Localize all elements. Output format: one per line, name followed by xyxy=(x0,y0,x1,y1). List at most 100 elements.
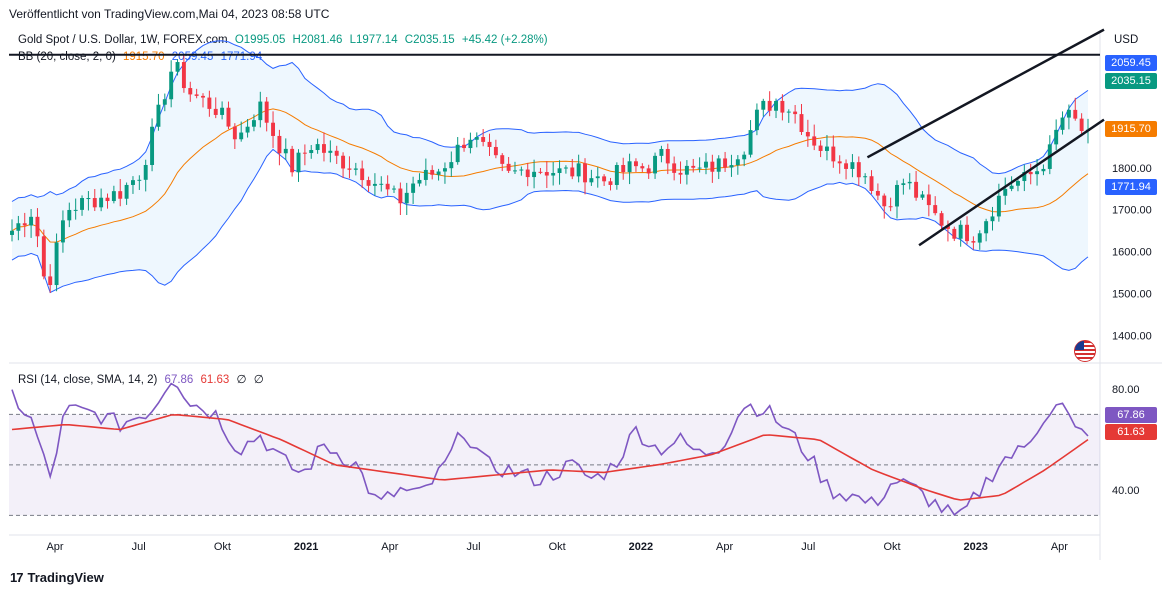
candle-body xyxy=(602,176,607,182)
candle-body xyxy=(640,166,645,169)
bb-basis-line xyxy=(11,108,1089,243)
candle-body xyxy=(271,122,276,136)
candle-body xyxy=(583,163,587,183)
candle-body xyxy=(684,165,689,175)
candle-body xyxy=(411,183,416,193)
time-tick-label: Okt xyxy=(549,541,566,553)
price-tick-label: 1800.00 xyxy=(1112,163,1152,175)
candle-body xyxy=(1016,181,1020,186)
tradingview-logo[interactable]: 17 TradingView xyxy=(10,570,104,585)
candle-body xyxy=(16,223,21,231)
candle-body xyxy=(245,126,250,133)
symbol-legend[interactable]: Gold Spot / U.S. Dollar, 1W, FOREX.com O… xyxy=(18,34,552,46)
candle-body xyxy=(341,155,346,169)
candle-body xyxy=(99,197,104,208)
candle-body xyxy=(926,194,931,206)
open-value: O1995.05 xyxy=(234,34,286,46)
candle-body xyxy=(710,161,715,172)
candle-body xyxy=(818,145,823,151)
candle-body xyxy=(239,132,244,140)
candle-body xyxy=(462,144,467,149)
candle-body xyxy=(767,100,772,111)
high-value: H2081.46 xyxy=(292,34,343,46)
channel-lower-line xyxy=(918,118,1105,247)
candle-body xyxy=(417,179,422,184)
candle-body xyxy=(589,178,594,183)
candle-body xyxy=(54,242,59,286)
candle-body xyxy=(360,168,365,181)
candle-body xyxy=(105,197,110,202)
candle-body xyxy=(914,181,919,198)
candle-body xyxy=(532,171,537,178)
candle-body xyxy=(328,150,333,153)
published-caption: Veröffentlicht von TradingView.com,Mai 0… xyxy=(9,7,330,21)
candle-body xyxy=(544,172,549,176)
price-axis-ticks: 2000.001900.001800.001700.001600.001500.… xyxy=(1112,79,1152,342)
candle-body xyxy=(831,146,836,162)
candle-body xyxy=(697,167,702,169)
candle-body xyxy=(29,216,34,226)
candle-body xyxy=(945,225,950,229)
close-value: C2035.15 xyxy=(404,34,455,46)
us-flag-icon[interactable] xyxy=(1074,340,1096,362)
candle-body xyxy=(633,161,638,167)
candle-body xyxy=(659,148,664,156)
candle-body xyxy=(665,148,670,164)
candle-body xyxy=(1066,109,1071,118)
time-tick-label: 2021 xyxy=(294,541,318,553)
candle-body xyxy=(137,179,142,181)
candle-body xyxy=(251,120,256,127)
drawings[interactable] xyxy=(9,28,1105,247)
candle-body xyxy=(538,171,543,173)
candle-body xyxy=(977,233,982,243)
candle-body xyxy=(264,101,269,123)
candle-body xyxy=(258,101,263,121)
candle-body xyxy=(169,71,174,100)
candle-body xyxy=(525,169,530,178)
candle-body xyxy=(124,184,129,199)
candle-body xyxy=(1073,109,1078,119)
candle-body xyxy=(1028,172,1033,175)
candle-body xyxy=(812,136,817,146)
candle-body xyxy=(493,146,498,156)
candle-body xyxy=(614,165,619,185)
candle-body xyxy=(882,195,887,207)
symbol-name: Gold Spot / U.S. Dollar, 1W, FOREX.com xyxy=(18,34,228,46)
bb-lower-line xyxy=(11,148,1089,294)
candle-body xyxy=(455,144,460,163)
candle-body xyxy=(207,97,212,109)
rsi-tick-label: 80.00 xyxy=(1112,384,1140,396)
candle-body xyxy=(213,108,218,115)
rsi-pane[interactable] xyxy=(9,382,1100,516)
rsi-price-tag: 67.86 xyxy=(1105,407,1157,423)
change-value: +45.42 (+2.28%) xyxy=(461,34,548,46)
candle-body xyxy=(220,107,225,115)
candle-body xyxy=(901,183,906,185)
rsi-legend[interactable]: RSI (14, close, SMA, 14, 2) 67.86 61.63 … xyxy=(18,372,268,386)
candles[interactable] xyxy=(10,54,1090,293)
candle-body xyxy=(653,155,658,174)
candle-body xyxy=(290,148,295,173)
time-tick-label: 2023 xyxy=(963,541,987,553)
candle-body xyxy=(487,141,492,147)
candle-body xyxy=(474,137,479,140)
low-value: L1977.14 xyxy=(349,34,398,46)
candle-body xyxy=(449,162,454,169)
candle-body xyxy=(1079,118,1084,132)
candle-body xyxy=(156,104,161,127)
candle-body xyxy=(551,172,556,176)
time-tick-label: 2022 xyxy=(629,541,653,553)
candle-body xyxy=(563,167,568,169)
candle-body xyxy=(965,224,969,242)
candle-body xyxy=(423,169,428,180)
channel-upper-line xyxy=(866,28,1105,159)
rsi-band xyxy=(9,414,1100,516)
candle-body xyxy=(691,165,696,168)
candle-body xyxy=(990,216,995,222)
candle-body xyxy=(309,150,314,154)
candle-body xyxy=(557,168,562,173)
candle-body xyxy=(907,181,912,184)
candle-body xyxy=(678,172,683,175)
candle-body xyxy=(277,135,282,154)
